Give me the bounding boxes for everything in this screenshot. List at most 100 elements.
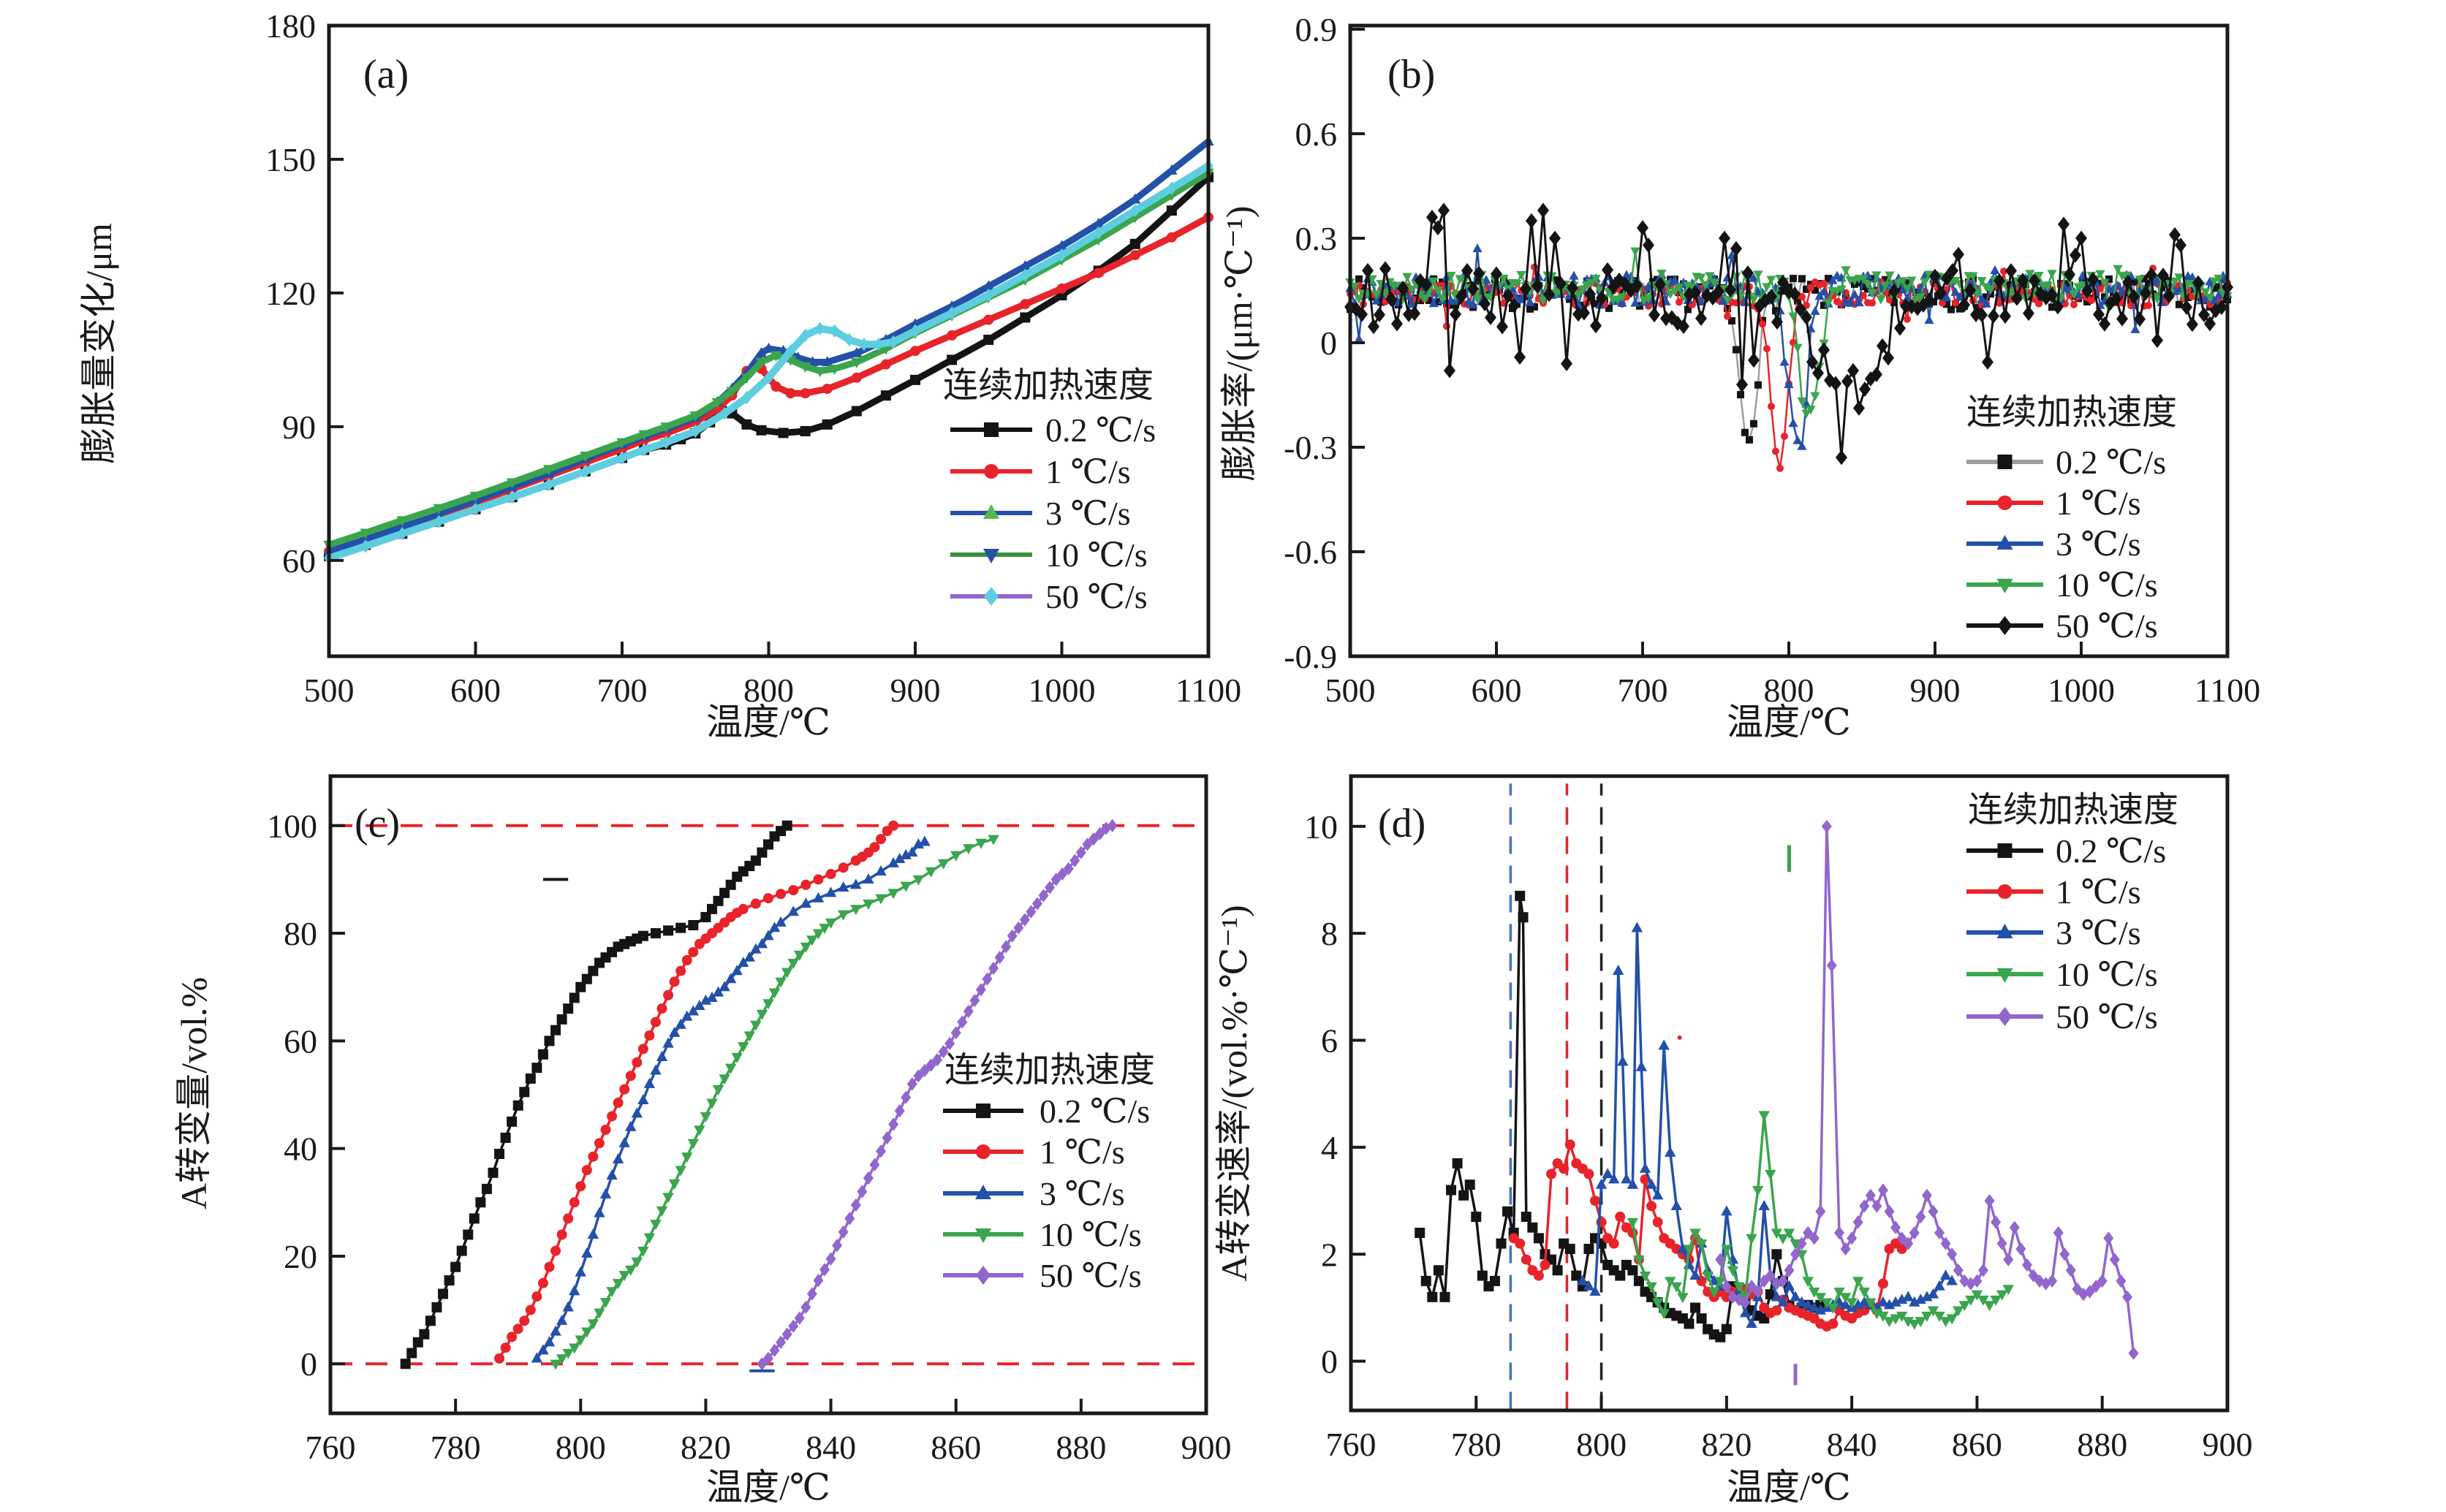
diamond-marker — [2146, 267, 2157, 283]
square-marker — [1728, 316, 1735, 324]
diamond-marker — [1608, 279, 1619, 295]
tri-down-marker — [1437, 295, 1447, 304]
square-marker — [1552, 1265, 1563, 1276]
circle-marker — [1093, 267, 1104, 278]
tri-down-marker — [1406, 285, 1417, 295]
tri-up-marker — [1472, 243, 1483, 253]
square-marker — [1615, 1270, 1626, 1281]
diamond-marker — [1982, 354, 1993, 370]
square-marker — [525, 1073, 536, 1084]
diamond-marker — [2192, 275, 2204, 291]
diamond-marker — [1088, 832, 1099, 846]
square-marker — [1737, 391, 1744, 399]
diamond-marker — [1020, 268, 1031, 282]
tri-up-marker — [1790, 1291, 1801, 1302]
square-marker — [1504, 280, 1512, 288]
circle-marker — [763, 893, 773, 904]
circle-marker — [1559, 1163, 1570, 1174]
x-tick-label: 900 — [1181, 1429, 1232, 1466]
diamond-marker — [1809, 1231, 1820, 1245]
tri-up-marker — [850, 878, 862, 889]
square-marker — [2079, 277, 2086, 285]
circle-marker — [1056, 283, 1067, 294]
diamond-marker — [507, 490, 518, 504]
circle-marker — [2097, 285, 2104, 293]
legend-item-1: 1 ℃/s — [943, 1133, 1125, 1171]
square-marker — [1627, 1265, 1638, 1276]
y-tick-label: 2 — [1321, 1236, 1338, 1273]
diamond-marker — [932, 1053, 943, 1067]
tri-up-marker — [1819, 286, 1829, 296]
circle-marker — [1533, 1270, 1544, 1281]
tri-down-marker — [1927, 1306, 1939, 1317]
diamond-marker — [1631, 278, 1643, 294]
diamond-marker — [1094, 827, 1105, 840]
tri-down-marker — [1920, 278, 1930, 287]
x-axis-title: 温度/℃ — [706, 1467, 830, 1508]
tri-down-marker — [660, 422, 672, 433]
diamond-marker — [838, 1225, 849, 1239]
x-tick-label: 800 — [556, 1429, 606, 1466]
tri-down-marker — [1695, 1239, 1708, 1250]
tri-down-marker — [1651, 1298, 1664, 1309]
legend-label: 3 ℃/s — [1040, 1175, 1125, 1212]
tri-up-marker — [1718, 296, 1728, 305]
circle-marker — [537, 1277, 548, 1288]
diamond-marker — [2140, 285, 2151, 301]
circle-marker — [1772, 447, 1779, 455]
square-marker — [1583, 1243, 1594, 1254]
tri-down-marker — [1733, 1282, 1745, 1293]
square-marker — [2048, 303, 2056, 311]
x-tick-label: 700 — [1618, 672, 1668, 709]
tri-up-marker — [719, 981, 730, 992]
diamond-marker — [1093, 226, 1104, 240]
tri-down-marker — [1708, 1287, 1720, 1298]
tri-up-marker — [1852, 1299, 1864, 1310]
y-tick-label: 20 — [284, 1238, 317, 1275]
circle-marker — [681, 954, 692, 965]
panel-a-axes: 500 600 700 800 900 1000 1100 60 90 120 150 180 — [265, 7, 1241, 709]
circle-marker — [650, 1017, 661, 1027]
diamond-marker — [2121, 1290, 2132, 1304]
tri-down-marker — [543, 465, 555, 476]
tri-up-marker — [1129, 193, 1141, 204]
diamond-marker — [2099, 316, 2110, 332]
circle-marker — [1798, 292, 1806, 300]
tri-down-marker — [750, 1020, 762, 1031]
y-tick-label: 6 — [1321, 1022, 1338, 1060]
tri-down-marker — [662, 1193, 674, 1204]
tri-down-marker — [719, 1074, 730, 1085]
tri-down-marker — [1990, 1295, 2002, 1306]
circle-marker — [2000, 267, 2007, 276]
stray-dot — [1677, 1035, 1682, 1040]
diamond-marker — [1847, 1231, 1858, 1245]
tri-up-marker — [550, 1325, 561, 1336]
diamond-marker — [1001, 940, 1012, 954]
tri-down-marker — [829, 365, 841, 376]
diamond-marker — [1730, 240, 1742, 257]
diamond-marker — [813, 1273, 824, 1288]
diamond-marker — [1789, 286, 1801, 302]
circle-marker — [656, 1003, 667, 1014]
diamond-marker — [1715, 1253, 1726, 1266]
diamond-marker — [919, 1063, 930, 1077]
diamond-marker — [1637, 220, 1648, 236]
tri-down-marker — [814, 367, 826, 378]
tri-up-marker — [1612, 965, 1624, 976]
diamond-marker — [1877, 1183, 1888, 1197]
legend-label: 10 ℃/s — [2056, 956, 2158, 993]
tri-down-marker — [556, 1354, 568, 1365]
square-marker — [1943, 300, 1950, 308]
square-marker — [757, 847, 768, 858]
tri-down-marker — [1573, 290, 1583, 300]
y-tick-label: 8 — [1321, 915, 1338, 952]
diamond-marker — [763, 371, 774, 384]
tri-down-marker — [618, 1271, 630, 1282]
diamond-marker — [1748, 352, 1760, 368]
tri-down-marker — [2099, 278, 2110, 288]
diamond-marker — [2128, 289, 2140, 305]
diamond-marker — [844, 1212, 855, 1226]
square-marker — [1983, 293, 1990, 301]
circle-marker — [494, 1353, 505, 1364]
circle-marker — [1820, 280, 1828, 288]
